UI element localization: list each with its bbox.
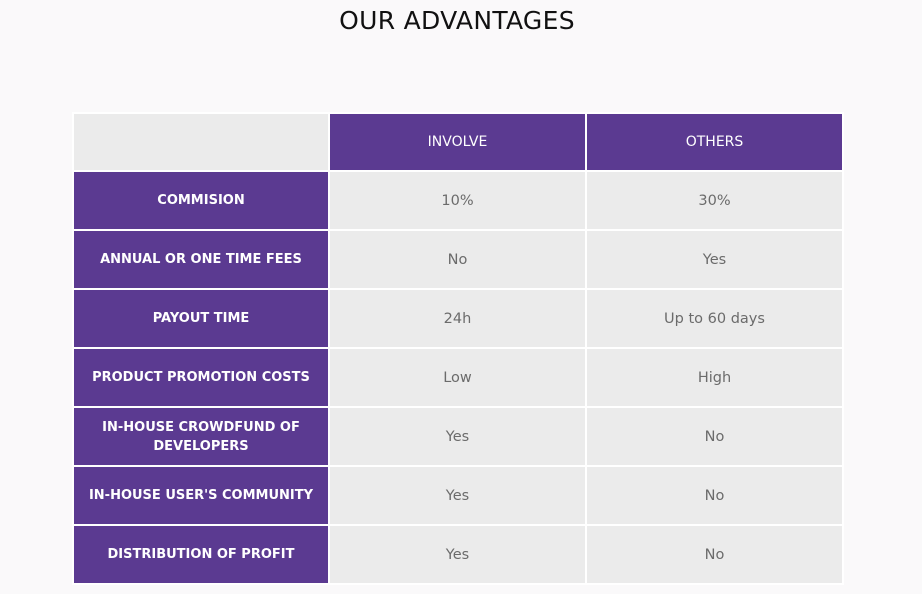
table-header-row: INVOLVE OTHERS <box>72 112 844 172</box>
table-row: PAYOUT TIME 24h Up to 60 days <box>72 288 844 349</box>
others-value: Up to 60 days <box>585 288 844 349</box>
others-value: High <box>585 347 844 408</box>
row-label-profit-distribution: DISTRIBUTION OF PROFIT <box>72 524 330 585</box>
row-label-commission: COMMISION <box>72 170 330 231</box>
row-label-payout-time: PAYOUT TIME <box>72 288 330 349</box>
comparison-table: INVOLVE OTHERS COMMISION 10% 30% ANNUAL … <box>72 112 844 585</box>
others-value: 30% <box>585 170 844 231</box>
involve-value: No <box>328 229 587 290</box>
row-label-promotion-costs: PRODUCT PROMOTION COSTS <box>72 347 330 408</box>
page-title: OUR ADVANTAGES <box>339 6 575 35</box>
others-value: No <box>585 524 844 585</box>
others-value: Yes <box>585 229 844 290</box>
table-row: ANNUAL OR ONE TIME FEES No Yes <box>72 229 844 290</box>
table-row: PRODUCT PROMOTION COSTS Low High <box>72 347 844 408</box>
involve-value: 10% <box>328 170 587 231</box>
involve-value: Low <box>328 347 587 408</box>
involve-value: Yes <box>328 465 587 526</box>
table-row: IN-HOUSE USER'S COMMUNITY Yes No <box>72 465 844 526</box>
column-header-involve: INVOLVE <box>328 112 587 172</box>
row-label-crowdfund: IN-HOUSE CROWDFUND OF DEVELOPERS <box>72 406 330 467</box>
table-corner-cell <box>72 112 330 172</box>
others-value: No <box>585 465 844 526</box>
involve-value: 24h <box>328 288 587 349</box>
involve-value: Yes <box>328 406 587 467</box>
column-header-others: OTHERS <box>585 112 844 172</box>
involve-value: Yes <box>328 524 587 585</box>
row-label-fees: ANNUAL OR ONE TIME FEES <box>72 229 330 290</box>
table-row: DISTRIBUTION OF PROFIT Yes No <box>72 524 844 585</box>
table-row: COMMISION 10% 30% <box>72 170 844 231</box>
table-row: IN-HOUSE CROWDFUND OF DEVELOPERS Yes No <box>72 406 844 467</box>
others-value: No <box>585 406 844 467</box>
row-label-community: IN-HOUSE USER'S COMMUNITY <box>72 465 330 526</box>
